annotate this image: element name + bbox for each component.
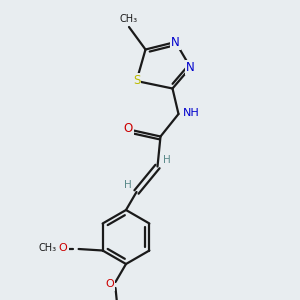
Text: N: N bbox=[171, 35, 180, 49]
Text: H: H bbox=[163, 155, 171, 165]
Text: CH₃: CH₃ bbox=[39, 243, 57, 254]
Text: CH₃: CH₃ bbox=[119, 14, 137, 24]
Text: O: O bbox=[58, 243, 68, 254]
Text: H: H bbox=[124, 180, 132, 190]
Text: S: S bbox=[133, 74, 140, 88]
Text: O: O bbox=[124, 122, 133, 136]
Text: NH: NH bbox=[183, 107, 200, 118]
Text: N: N bbox=[186, 61, 195, 74]
Text: O: O bbox=[105, 279, 114, 290]
